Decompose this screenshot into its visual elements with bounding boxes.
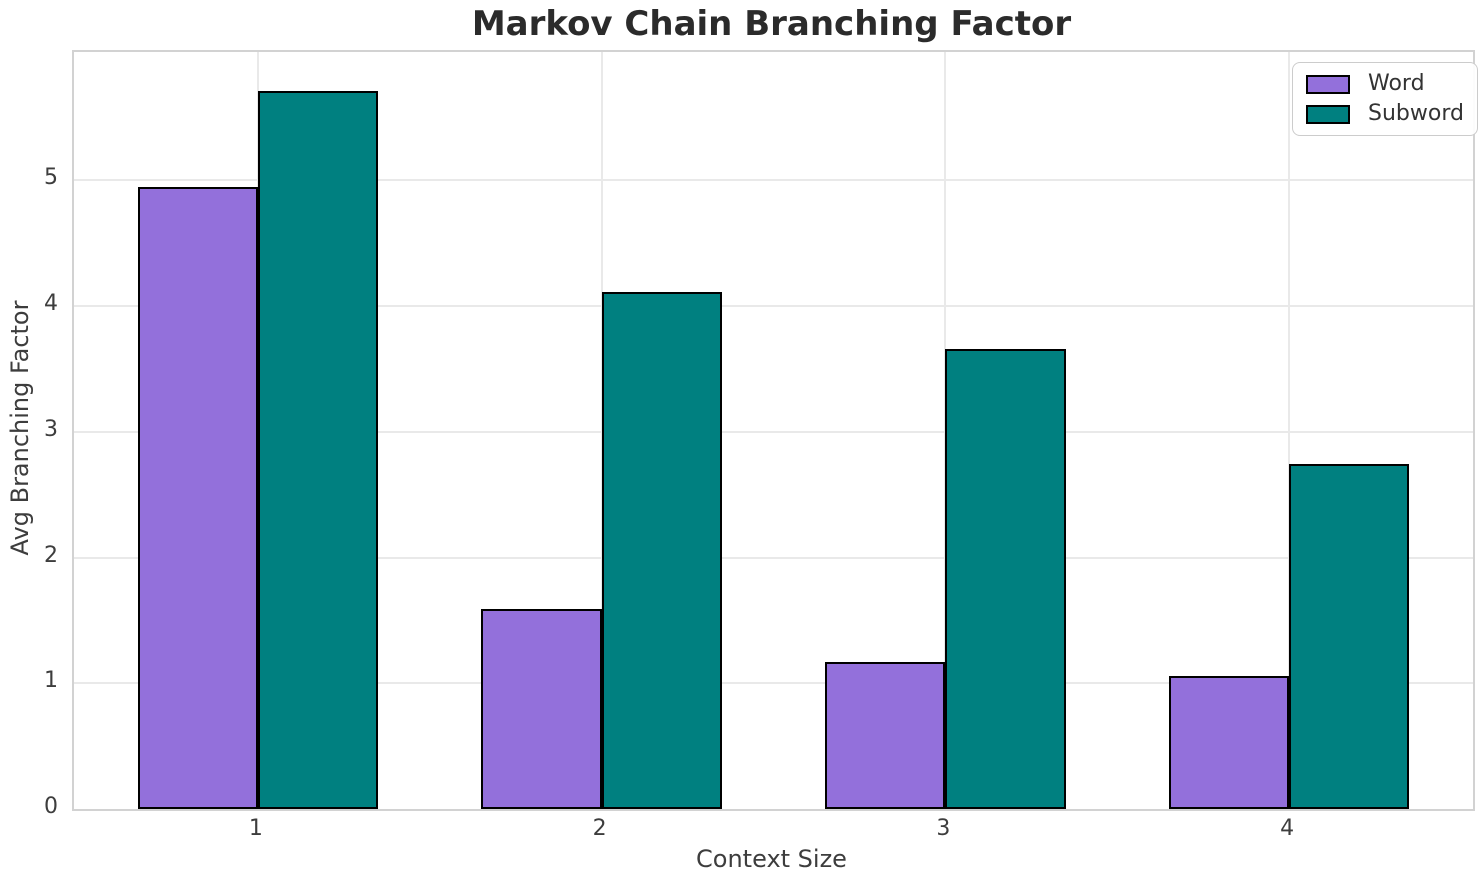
y-gridline [74,556,1473,559]
subword-bar-context-3 [945,348,1066,809]
y-gridline [74,179,1473,182]
legend-item-word: Word [1306,71,1464,96]
y-gridline [74,430,1473,433]
legend-label-word: Word [1368,71,1425,96]
word-bar-context-1 [137,186,258,809]
word-series-swatch [1306,74,1350,94]
y-tick-label: 4 [44,291,58,316]
y-tick-label: 3 [44,416,58,442]
word-bar-context-3 [825,661,946,809]
y-tick-label: 0 [44,794,58,819]
x-tick-label: 2 [592,816,607,841]
y-tick-label: 1 [44,668,58,694]
y-gridline [74,682,1473,685]
subword-series-swatch [1306,104,1350,124]
subword-bar-context-2 [601,292,722,809]
legend-item-subword: Subword [1306,101,1464,127]
legend: Word Subword [1292,62,1478,137]
y-tick-label: 2 [44,542,58,568]
legend-label-subword: Subword [1368,101,1464,127]
word-bar-context-2 [481,609,602,809]
plot-area [72,50,1475,811]
chart-title: Markov Chain Branching Factor [471,4,1072,44]
word-bar-context-4 [1168,675,1290,809]
y-gridline [74,305,1473,308]
x-tick-label: 4 [1280,816,1295,841]
x-tick-label: 3 [936,816,951,841]
x-gridline [1288,52,1291,809]
x-tick-label: 1 [248,816,263,841]
subword-bar-context-1 [257,90,379,809]
subword-bar-context-4 [1289,464,1410,809]
y-tick-label: 5 [44,165,58,191]
x-axis-label: Context Size [696,845,847,873]
